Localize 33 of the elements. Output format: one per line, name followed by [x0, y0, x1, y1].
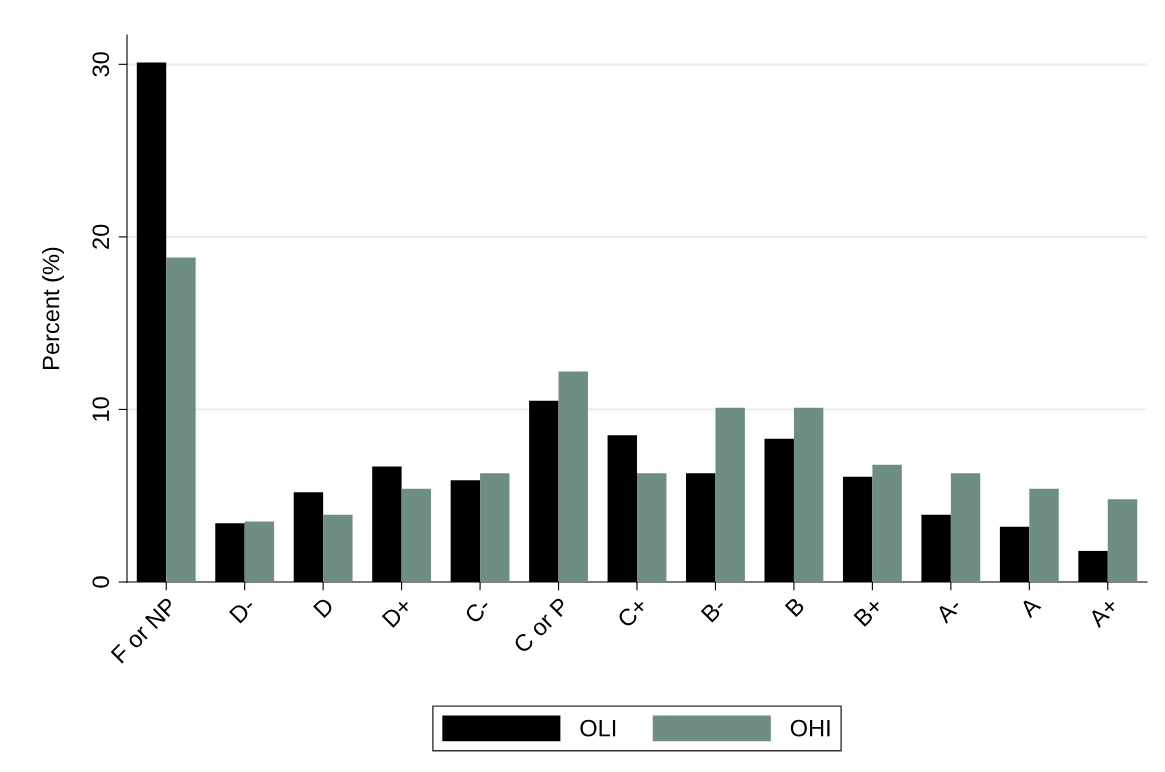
y-tick-label: 0 — [92, 576, 110, 588]
legend-label: OHI — [790, 719, 830, 737]
x-tick-label: C or P — [512, 596, 570, 654]
bar — [872, 464, 902, 582]
x-tick-label: A — [1018, 595, 1042, 619]
x-tick-label: D+ — [381, 596, 413, 628]
bar — [323, 514, 353, 582]
x-tick-label: A- — [934, 596, 963, 624]
x-tick-label: B- — [700, 596, 727, 623]
bar — [401, 488, 432, 582]
y-tick-label: 30 — [92, 52, 110, 77]
x-tick-label: C+ — [616, 596, 649, 629]
bar — [1029, 488, 1059, 582]
bar — [715, 407, 745, 582]
text: OLI — [580, 719, 616, 737]
bar — [244, 521, 275, 582]
y-axis-title: Percent (%) — [42, 247, 65, 369]
bar — [793, 407, 824, 582]
bar — [166, 257, 196, 582]
bar — [480, 473, 510, 582]
y-tick-label: 10 — [92, 397, 110, 421]
x-tick-label: D- — [229, 596, 257, 624]
y-tick-label: 20 — [92, 224, 110, 249]
bar — [558, 371, 588, 582]
x-tick-label: F or NP — [110, 596, 178, 664]
x-tick-label: C- — [463, 596, 492, 625]
x-tick-label: B — [784, 596, 806, 618]
bar — [950, 473, 981, 582]
bar — [1107, 499, 1138, 582]
x-tick-label: D — [313, 596, 335, 618]
x-tick-label: B+ — [853, 596, 884, 627]
bar — [637, 473, 667, 582]
x-tick-label: A+ — [1087, 596, 1120, 629]
